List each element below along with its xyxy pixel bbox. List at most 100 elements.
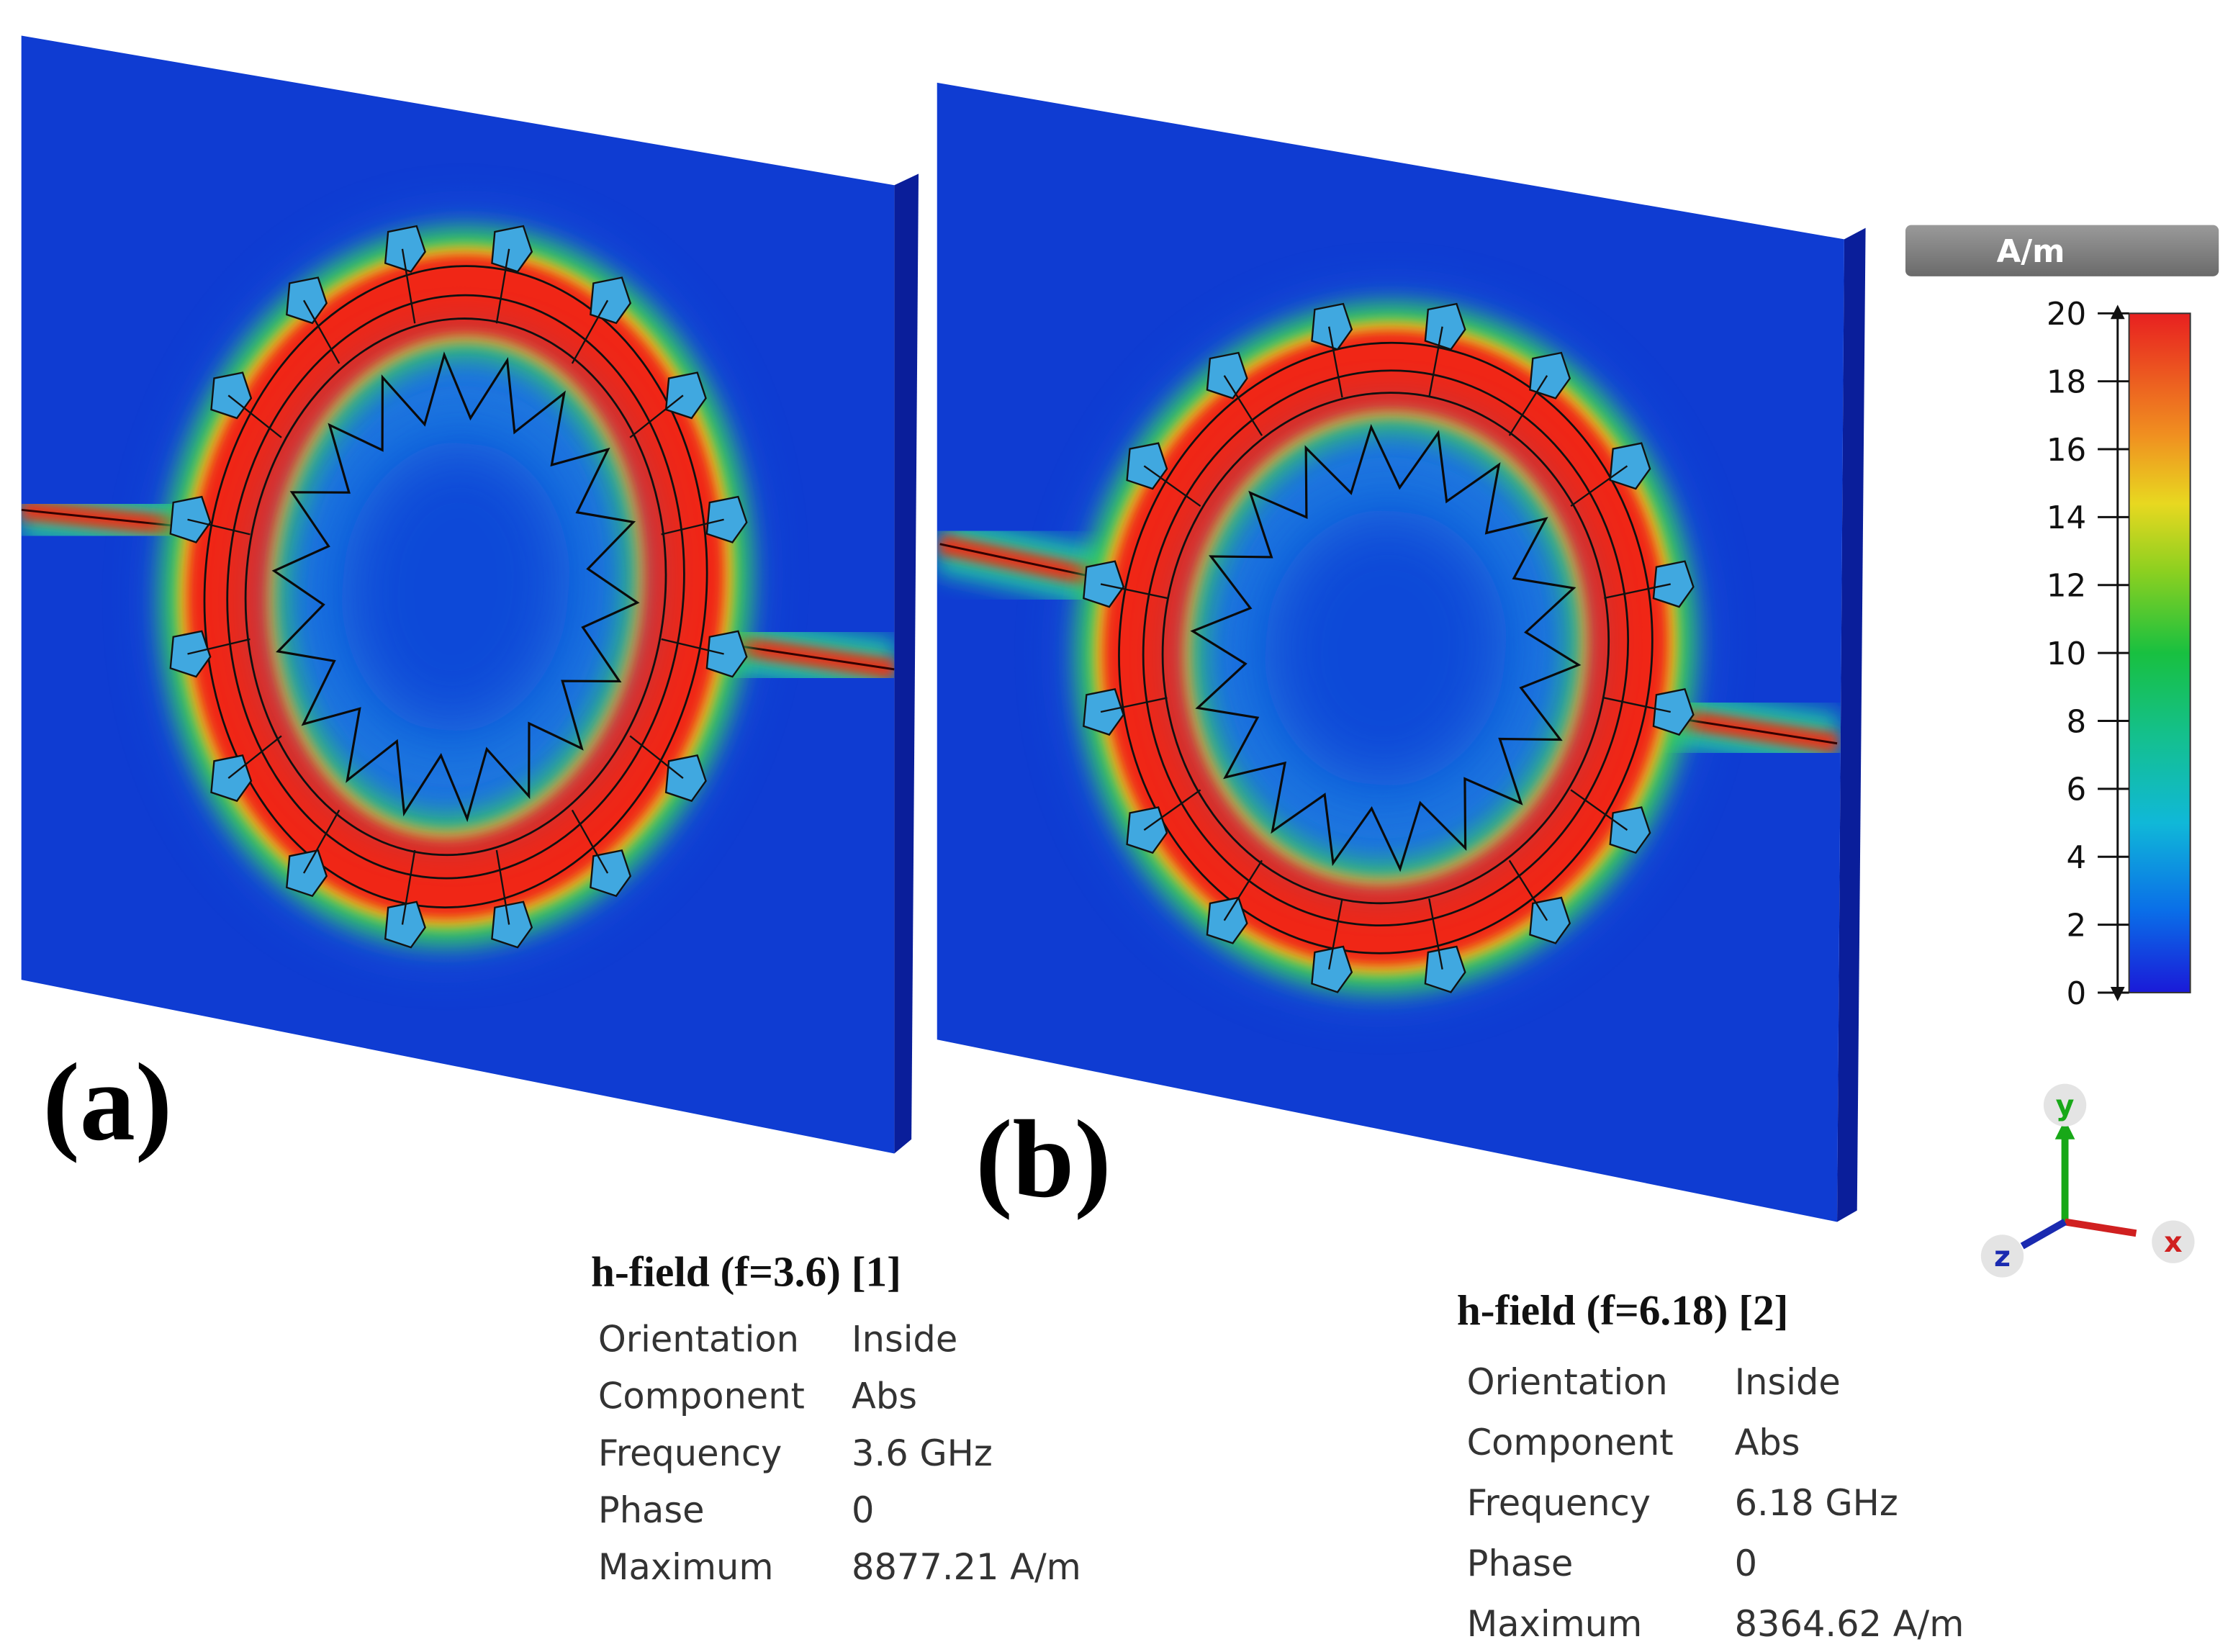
colorbar-tick-label: 16 xyxy=(2047,433,2086,469)
stub xyxy=(664,754,707,803)
colorbar-tick-label: 14 xyxy=(2047,500,2086,536)
stub xyxy=(664,371,707,420)
axis-label-bg xyxy=(2152,1220,2195,1263)
axis-label-bg xyxy=(1980,1235,2024,1278)
info-value: Inside xyxy=(852,1318,957,1360)
colorbar xyxy=(2128,312,2191,993)
colorbar-tick-label: 20 xyxy=(2047,297,2086,333)
info-key: Phase xyxy=(1467,1543,1574,1584)
axis-label-bg xyxy=(2043,1083,2087,1127)
colorbar-tick-label: 0 xyxy=(2067,976,2087,1012)
stub-arm xyxy=(1143,465,1201,507)
stub-arm xyxy=(1223,375,1263,436)
ring-outline xyxy=(1142,369,1630,927)
info-title: h-field (f=3.6) [1] xyxy=(591,1247,901,1295)
info-value: 8364.62 A/m xyxy=(1735,1603,1964,1645)
field-plot xyxy=(937,82,1866,1222)
stub-arm xyxy=(495,849,510,925)
stub xyxy=(1126,806,1168,854)
stub-arm xyxy=(629,735,684,779)
info-key: Orientation xyxy=(598,1318,799,1360)
colorbar-header xyxy=(1905,225,2219,276)
stub-arm xyxy=(1508,859,1548,921)
axis-label: x xyxy=(2164,1226,2183,1259)
stub-arm xyxy=(303,299,340,364)
info-value: Inside xyxy=(1735,1361,1841,1403)
info-value: Abs xyxy=(1735,1422,1800,1463)
stub-arm xyxy=(571,299,609,364)
stub-arm xyxy=(1328,326,1343,398)
stub-arm xyxy=(1508,375,1548,436)
stub xyxy=(705,630,748,678)
stub-arm xyxy=(303,809,340,874)
axis-x xyxy=(2064,1218,2137,1237)
core xyxy=(341,441,570,733)
stub xyxy=(1609,442,1651,490)
info-value: 0 xyxy=(1735,1543,1757,1584)
info-key: Frequency xyxy=(1467,1482,1651,1524)
stub xyxy=(286,276,328,325)
stub xyxy=(210,754,253,803)
ring-outline xyxy=(1161,392,1610,905)
field-plot xyxy=(21,35,919,1154)
star xyxy=(271,351,640,823)
stub-arm xyxy=(629,394,684,438)
stub xyxy=(1652,687,1695,736)
stub-arm xyxy=(401,248,416,324)
stub-arm xyxy=(661,518,724,536)
core xyxy=(1264,509,1507,787)
ring-outline xyxy=(244,317,667,857)
info-key: Maximum xyxy=(1467,1603,1643,1645)
stub-arm xyxy=(1570,465,1628,507)
panel-label: (b) xyxy=(975,1098,1111,1221)
colorbar-tick-label: 18 xyxy=(2047,364,2086,400)
colorbar-tick-label: 10 xyxy=(2047,636,2086,672)
stub-arm xyxy=(495,248,510,324)
info-key: Component xyxy=(1467,1422,1674,1463)
stub-arm xyxy=(1428,326,1443,398)
stub-arm xyxy=(1328,898,1343,970)
plate-side xyxy=(1837,227,1866,1222)
info-value: Abs xyxy=(852,1376,917,1417)
stub-arm xyxy=(1100,583,1168,600)
axis-label: z xyxy=(1994,1240,2011,1273)
colorbar-tick-label: 12 xyxy=(2047,569,2086,605)
ring-outline xyxy=(203,265,708,908)
stub-arm xyxy=(187,518,251,536)
stub-arm xyxy=(227,735,282,779)
stub xyxy=(1609,806,1651,854)
axis-y-head xyxy=(2054,1119,2075,1139)
stub-arm xyxy=(661,638,724,655)
stub-arm xyxy=(227,394,282,438)
info-value: 8877.21 A/m xyxy=(852,1546,1081,1588)
colorbar-tick-label: 4 xyxy=(2067,840,2087,876)
stub xyxy=(384,225,426,273)
stub xyxy=(286,849,328,898)
field xyxy=(21,225,895,949)
stub xyxy=(1126,442,1168,490)
stub xyxy=(491,901,533,949)
stub xyxy=(1206,351,1248,400)
colorbar-unit: A/m xyxy=(1997,234,2065,270)
info-key: Component xyxy=(598,1376,805,1417)
stub-arm xyxy=(1604,697,1671,713)
stub xyxy=(1424,945,1466,993)
ring-outline xyxy=(1118,341,1654,954)
axis-z xyxy=(2020,1219,2067,1250)
stub xyxy=(1311,302,1353,351)
info-value: 3.6 GHz xyxy=(852,1432,993,1474)
info-value: 0 xyxy=(852,1489,874,1531)
field xyxy=(937,302,1842,993)
stub xyxy=(1652,560,1695,608)
stub-arm xyxy=(1604,583,1671,600)
info-key: Frequency xyxy=(598,1432,782,1474)
stub-arm xyxy=(1223,859,1263,921)
panel-label: (a) xyxy=(42,1042,172,1164)
info-key: Phase xyxy=(598,1489,705,1531)
arrow-down xyxy=(2110,987,2125,1001)
stub xyxy=(1311,945,1353,993)
stub-arm xyxy=(571,809,609,874)
stub xyxy=(491,225,533,273)
